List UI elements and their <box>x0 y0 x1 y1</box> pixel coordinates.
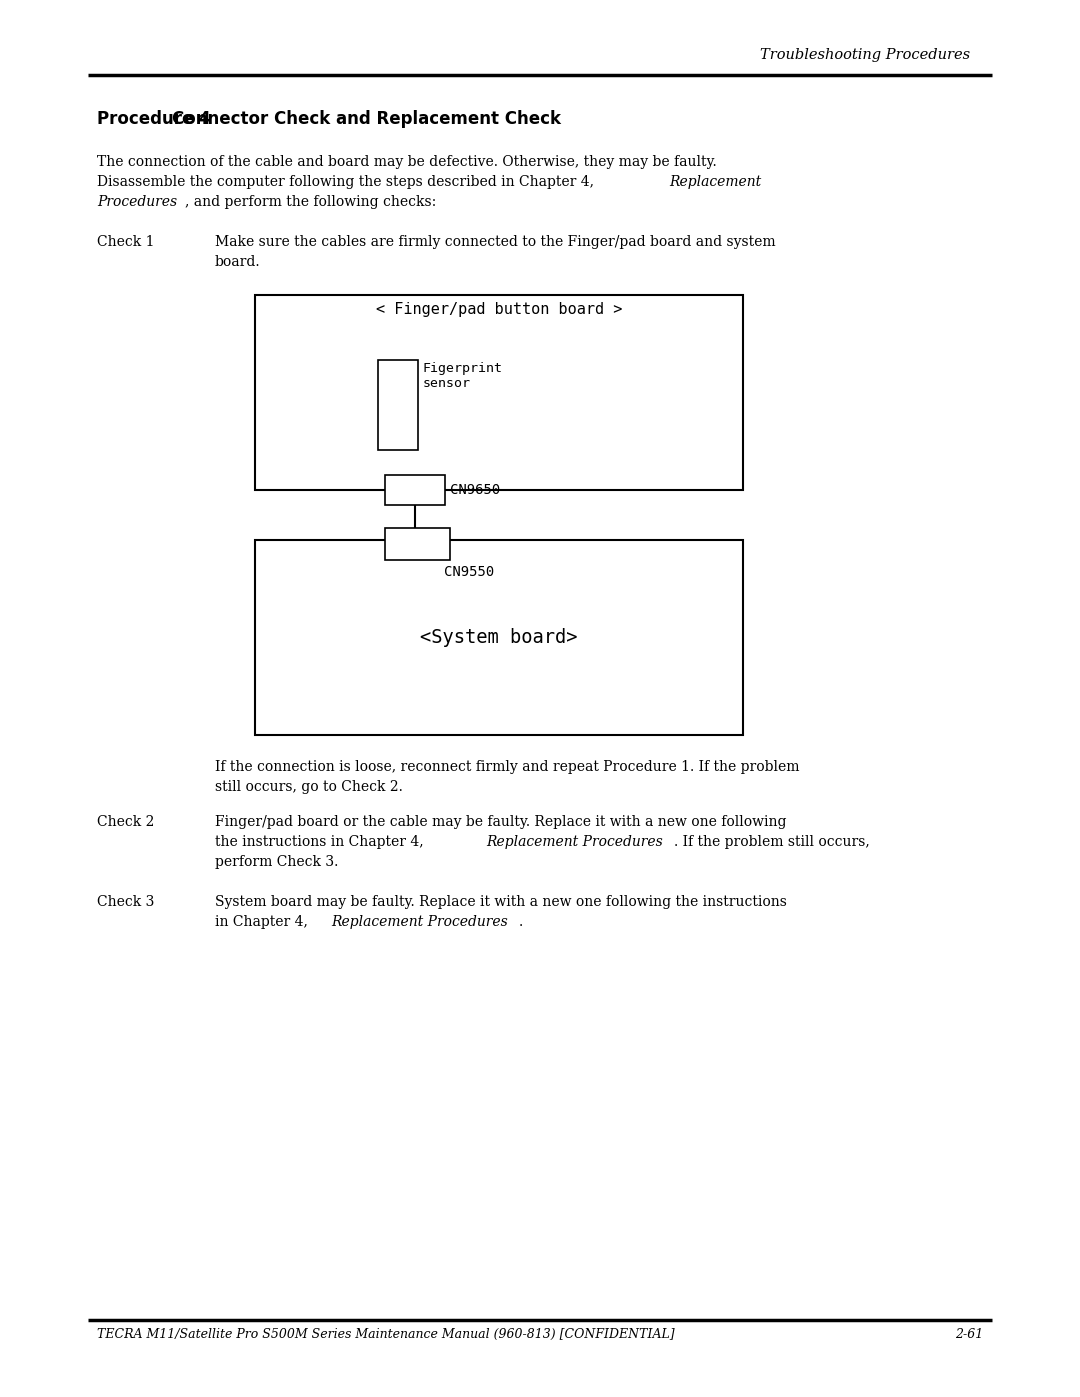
Bar <box>255 541 743 735</box>
Text: .: . <box>519 915 523 929</box>
Bar <box>378 360 418 450</box>
Text: The connection of the cable and board may be defective. Otherwise, they may be f: The connection of the cable and board ma… <box>97 155 717 169</box>
Text: Finger/pad board or the cable may be faulty. Replace it with a new one following: Finger/pad board or the cable may be fau… <box>215 814 786 828</box>
Text: in Chapter 4,: in Chapter 4, <box>215 915 312 929</box>
Text: If the connection is loose, reconnect firmly and repeat Procedure 1. If the prob: If the connection is loose, reconnect fi… <box>215 760 799 774</box>
Text: still occurs, go to Check 2.: still occurs, go to Check 2. <box>215 780 403 793</box>
Text: Connector Check and Replacement Check: Connector Check and Replacement Check <box>149 110 561 129</box>
Text: <System board>: <System board> <box>420 629 578 647</box>
Text: , and perform the following checks:: , and perform the following checks: <box>185 196 436 210</box>
Text: Disassemble the computer following the steps described in Chapter 4,: Disassemble the computer following the s… <box>97 175 598 189</box>
Text: CN9650: CN9650 <box>450 483 500 497</box>
Bar <box>255 295 743 490</box>
Bar <box>384 475 445 504</box>
Text: board.: board. <box>215 256 260 270</box>
Text: 2-61: 2-61 <box>955 1329 983 1341</box>
Text: Make sure the cables are firmly connected to the Finger/pad board and system: Make sure the cables are firmly connecte… <box>215 235 775 249</box>
Text: Check 2: Check 2 <box>97 814 154 828</box>
Text: TECRA M11/Satellite Pro S500M Series Maintenance Manual (960-813) [CONFIDENTIAL]: TECRA M11/Satellite Pro S500M Series Mai… <box>97 1329 675 1341</box>
Text: Check 1: Check 1 <box>97 235 154 249</box>
Text: Replacement Procedures: Replacement Procedures <box>486 835 663 849</box>
Text: . If the problem still occurs,: . If the problem still occurs, <box>675 835 870 849</box>
Bar <box>384 528 450 560</box>
Text: System board may be faulty. Replace it with a new one following the instructions: System board may be faulty. Replace it w… <box>215 895 787 909</box>
Text: the instructions in Chapter 4,: the instructions in Chapter 4, <box>215 835 428 849</box>
Text: Replacement Procedures: Replacement Procedures <box>330 915 508 929</box>
Text: CN9550: CN9550 <box>444 564 495 578</box>
Text: Figerprint
sensor: Figerprint sensor <box>423 362 503 390</box>
Text: perform Check 3.: perform Check 3. <box>215 855 338 869</box>
Text: Procedure 4: Procedure 4 <box>97 110 211 129</box>
Text: Troubleshooting Procedures: Troubleshooting Procedures <box>760 47 970 61</box>
Text: Replacement: Replacement <box>669 175 761 189</box>
Text: Check 3: Check 3 <box>97 895 154 909</box>
Text: < Finger/pad button board >: < Finger/pad button board > <box>376 302 622 317</box>
Text: Procedures: Procedures <box>97 196 177 210</box>
